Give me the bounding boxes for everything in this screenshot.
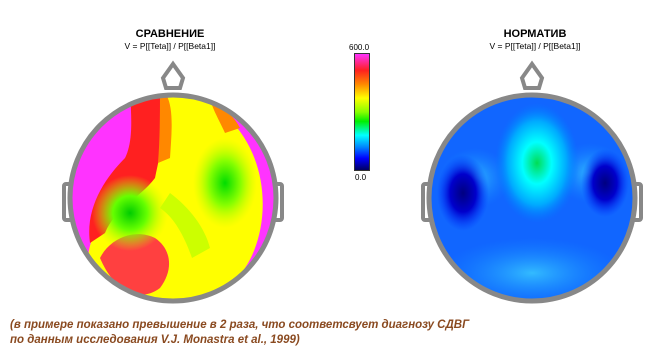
head-outline: [67, 92, 279, 304]
left-map-title: СРАВНЕНИЕ: [135, 28, 205, 40]
caption-line-2: по данным исследования V.J. Monastra et …: [10, 334, 300, 346]
nose-outline: [519, 60, 545, 90]
right-map-title: НОРМАТИВ: [503, 28, 567, 40]
right-brain-map: [421, 60, 643, 304]
scale-min-label: 0.0: [355, 173, 367, 182]
caption-line-1: (в примере показано превышение в 2 раза,…: [10, 319, 470, 331]
nose-outline: [160, 60, 186, 90]
head-outline: [426, 92, 638, 304]
left-brain-map: [62, 60, 284, 304]
scale-max-label: 600.0: [349, 43, 370, 52]
color-scale-bar: [354, 53, 370, 171]
left-map-formula: V = P[[Teta]] / P[[Beta1]]: [124, 41, 216, 51]
right-map-formula: V = P[[Teta]] / P[[Beta1]]: [489, 41, 581, 51]
caption: (в примере показано превышение в 2 раза,…: [10, 318, 650, 348]
